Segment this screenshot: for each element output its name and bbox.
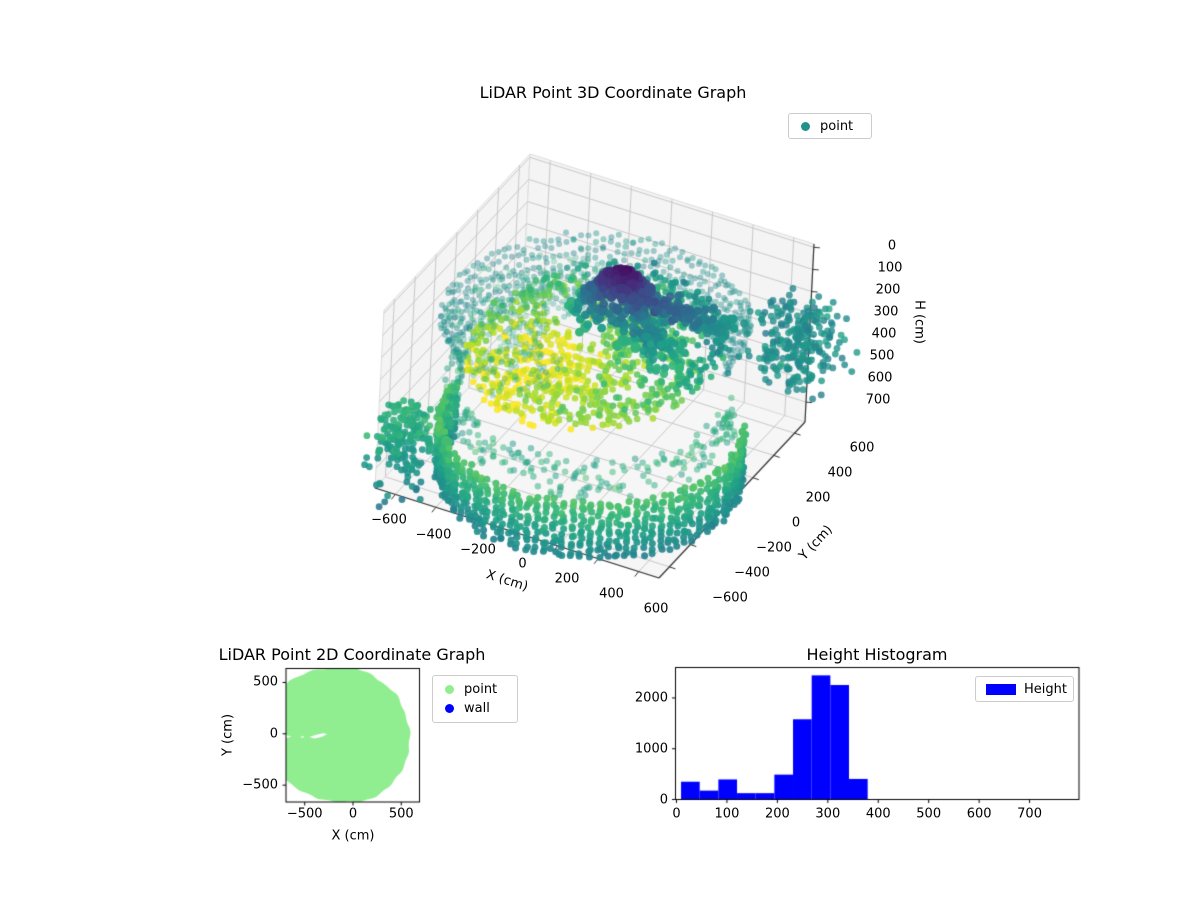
plot3d-y-tick-label: 200 <box>805 490 831 506</box>
legend-label: point <box>464 682 498 697</box>
legend-entry-point-2d: point <box>441 680 509 699</box>
plot2d-x-tick-label: 500 <box>388 806 414 822</box>
legend-label: wall <box>464 701 490 716</box>
legend-entry-point-3d: point <box>797 117 863 136</box>
plot3d-z-tick-label: 300 <box>873 304 899 320</box>
plot3d-x-tick-label: 0 <box>518 556 527 572</box>
legend-label: Height <box>1024 681 1067 697</box>
histogram-x-tick-label: 400 <box>865 806 891 822</box>
plot3d-legend: point <box>788 113 872 139</box>
histogram-title: Height Histogram <box>806 645 948 664</box>
histogram-x-tick-label: 200 <box>764 806 790 822</box>
plot2d-title: LiDAR Point 2D Coordinate Graph <box>218 645 486 664</box>
plot3d-title: LiDAR Point 3D Coordinate Graph <box>479 83 747 102</box>
plot2d-y-tick-label: 500 <box>253 674 278 690</box>
plot2d-y-tick-label: −500 <box>242 777 278 793</box>
plot3d-y-tick-label: 0 <box>791 515 801 531</box>
histogram-x-tick-label: 600 <box>966 806 992 822</box>
wall-marker-icon <box>445 704 454 713</box>
plot2d-yaxis-label: Y (cm) <box>220 713 236 757</box>
plot2d-legend: point wall <box>432 675 518 723</box>
plot3d-x-tick-label: 600 <box>643 601 669 617</box>
histogram-y-tick-label: 1000 <box>634 741 668 757</box>
histogram-x-tick-label: 500 <box>916 806 942 822</box>
plot3d-y-tick-label: −600 <box>712 590 748 606</box>
plot3d-x-tick-label: 400 <box>599 586 624 602</box>
plot3d-x-tick-label: −200 <box>460 542 496 558</box>
plot3d-z-tick-label: 100 <box>877 260 903 276</box>
plot3d-y-tick-label: −200 <box>756 540 792 556</box>
histogram-y-tick-label: 0 <box>659 792 668 807</box>
plot3d-y-tick-label: 600 <box>849 440 875 456</box>
histogram-x-tick-label: 300 <box>815 806 841 822</box>
plot3d-x-tick-label: 200 <box>554 571 580 587</box>
plot2d-x-tick-label: −500 <box>286 806 323 822</box>
plot3d-z-tick-label: 500 <box>869 348 895 364</box>
legend-label: point <box>820 118 854 134</box>
histogram-legend: Height <box>975 676 1074 702</box>
histogram-x-tick-label: 0 <box>672 806 681 822</box>
plot3d-y-tick-label: −400 <box>734 565 770 581</box>
point-marker-icon <box>801 121 810 131</box>
plot3d-x-tick-label: −400 <box>415 527 452 543</box>
legend-entry-wall-2d: wall <box>441 699 509 718</box>
histogram-x-tick-label: 100 <box>714 806 740 822</box>
plot2d-x-tick-label: 0 <box>348 806 358 822</box>
point-marker-icon <box>445 685 454 694</box>
plot3d-x-tick-label: −600 <box>371 512 407 528</box>
histogram-y-tick-label: 2000 <box>634 690 668 706</box>
height-patch-icon <box>986 683 1016 695</box>
plot2d-xaxis-label: X (cm) <box>331 828 375 844</box>
plot3d-z-tick-label: 200 <box>875 282 901 298</box>
legend-entry-height: Height <box>984 680 1067 699</box>
plot3d-z-tick-label: 0 <box>887 238 897 254</box>
histogram-x-tick-label: 700 <box>1017 806 1042 822</box>
plot3d-z-tick-label: 600 <box>867 370 893 386</box>
plot2d-y-tick-label: 0 <box>269 726 278 742</box>
plot3d-zaxis-label: H (cm) <box>911 300 927 344</box>
plot3d-y-tick-label: 400 <box>827 465 853 481</box>
plot3d-z-tick-label: 400 <box>871 326 897 342</box>
plot3d-z-tick-label: 700 <box>865 392 891 408</box>
